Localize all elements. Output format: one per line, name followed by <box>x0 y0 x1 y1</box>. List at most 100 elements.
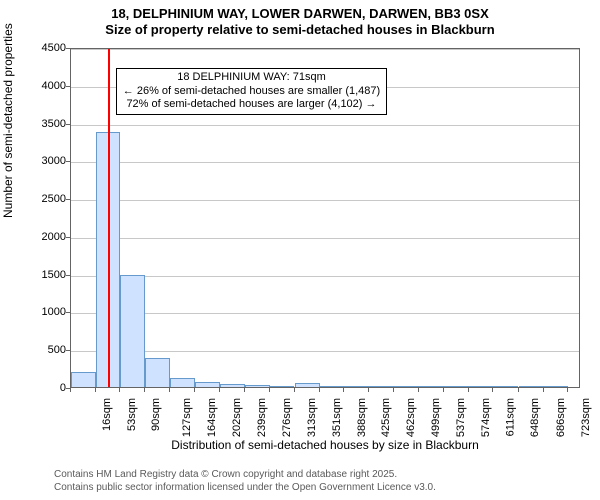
x-tick-label: 127sqm <box>181 398 193 437</box>
footer-line-1: Contains HM Land Registry data © Crown c… <box>54 469 436 482</box>
x-tick-mark <box>294 388 295 392</box>
x-tick-label: 499sqm <box>430 398 442 437</box>
x-tick-mark <box>443 388 444 392</box>
histogram-bar <box>170 378 195 387</box>
y-tick-label: 1000 <box>6 306 66 318</box>
y-tick-label: 4000 <box>6 80 66 92</box>
y-tick-mark <box>66 124 70 125</box>
x-tick-label: 723sqm <box>580 398 592 437</box>
attribution-footer: Contains HM Land Registry data © Crown c… <box>54 469 436 494</box>
y-tick-label: 2000 <box>6 231 66 243</box>
histogram-bar <box>195 382 220 387</box>
x-tick-mark <box>518 388 519 392</box>
histogram-bar <box>120 275 145 387</box>
annotation-box: 18 DELPHINIUM WAY: 71sqm← 26% of semi-de… <box>116 68 387 115</box>
footer-line-2: Contains public sector information licen… <box>54 482 436 495</box>
histogram-bar <box>419 386 444 387</box>
y-tick-label: 3500 <box>6 118 66 130</box>
x-tick-mark <box>194 388 195 392</box>
x-tick-mark <box>543 388 544 392</box>
y-tick-label: 0 <box>6 382 66 394</box>
x-tick-label: 16sqm <box>101 398 113 431</box>
y-tick-label: 2500 <box>6 193 66 205</box>
histogram-bar <box>469 386 494 387</box>
y-tick-mark <box>66 350 70 351</box>
histogram-bar <box>220 384 245 387</box>
x-tick-label: 53sqm <box>126 398 138 431</box>
histogram-chart: Number of semi-detached properties 18 DE… <box>0 40 600 438</box>
x-tick-mark <box>219 388 220 392</box>
gridline <box>71 49 579 50</box>
y-tick-mark <box>66 312 70 313</box>
x-tick-mark <box>492 388 493 392</box>
x-tick-mark <box>393 388 394 392</box>
gridline <box>71 351 579 352</box>
x-tick-label: 462sqm <box>405 398 417 437</box>
y-tick-label: 4500 <box>6 42 66 54</box>
title-line-1: 18, DELPHINIUM WAY, LOWER DARWEN, DARWEN… <box>0 6 600 22</box>
x-tick-label: 313sqm <box>306 398 318 437</box>
y-tick-mark <box>66 86 70 87</box>
histogram-bar <box>245 385 270 387</box>
x-tick-mark <box>95 388 96 392</box>
y-tick-mark <box>66 48 70 49</box>
x-tick-mark <box>169 388 170 392</box>
x-tick-mark <box>319 388 320 392</box>
histogram-bar <box>295 383 320 387</box>
x-tick-label: 388sqm <box>356 398 368 437</box>
histogram-bar <box>71 372 96 387</box>
x-tick-label: 164sqm <box>206 398 218 437</box>
plot-area: 18 DELPHINIUM WAY: 71sqm← 26% of semi-de… <box>70 48 580 388</box>
y-tick-label: 500 <box>6 344 66 356</box>
histogram-bar <box>369 386 394 387</box>
x-tick-mark <box>269 388 270 392</box>
histogram-bar <box>544 386 569 387</box>
x-tick-mark <box>567 388 568 392</box>
x-tick-label: 276sqm <box>281 398 293 437</box>
annotation-line: 18 DELPHINIUM WAY: 71sqm <box>123 71 380 85</box>
histogram-bar <box>320 386 345 387</box>
annotation-line: 72% of semi-detached houses are larger (… <box>123 98 380 112</box>
histogram-bar <box>493 386 518 387</box>
x-tick-mark <box>468 388 469 392</box>
y-tick-label: 1500 <box>6 269 66 281</box>
gridline <box>71 276 579 277</box>
x-tick-mark <box>119 388 120 392</box>
histogram-bar <box>519 386 544 387</box>
x-tick-label: 202sqm <box>231 398 243 437</box>
x-tick-label: 537sqm <box>455 398 467 437</box>
x-tick-label: 686sqm <box>555 398 567 437</box>
histogram-bar <box>145 358 170 387</box>
x-tick-label: 648sqm <box>530 398 542 437</box>
gridline <box>71 313 579 314</box>
histogram-bar <box>270 386 295 388</box>
x-tick-mark <box>70 388 71 392</box>
x-tick-label: 425sqm <box>381 398 393 437</box>
gridline <box>71 125 579 126</box>
x-tick-label: 611sqm <box>504 398 516 436</box>
annotation-line: ← 26% of semi-detached houses are smalle… <box>123 85 380 99</box>
x-tick-mark <box>144 388 145 392</box>
y-tick-mark <box>66 161 70 162</box>
x-axis-label: Distribution of semi-detached houses by … <box>70 438 580 452</box>
histogram-bar <box>444 386 469 387</box>
x-tick-mark <box>343 388 344 392</box>
gridline <box>71 238 579 239</box>
x-tick-label: 574sqm <box>480 398 492 437</box>
property-marker-line <box>108 49 110 387</box>
x-tick-mark <box>244 388 245 392</box>
histogram-bar <box>394 386 419 387</box>
x-tick-mark <box>368 388 369 392</box>
chart-title: 18, DELPHINIUM WAY, LOWER DARWEN, DARWEN… <box>0 0 600 39</box>
gridline <box>71 162 579 163</box>
y-tick-mark <box>66 275 70 276</box>
y-tick-mark <box>66 237 70 238</box>
title-line-2: Size of property relative to semi-detach… <box>0 22 600 38</box>
y-tick-mark <box>66 199 70 200</box>
x-tick-label: 239sqm <box>256 398 268 437</box>
y-tick-label: 3000 <box>6 155 66 167</box>
x-tick-label: 351sqm <box>331 398 343 437</box>
histogram-bar <box>344 386 369 387</box>
gridline <box>71 200 579 201</box>
x-tick-mark <box>418 388 419 392</box>
